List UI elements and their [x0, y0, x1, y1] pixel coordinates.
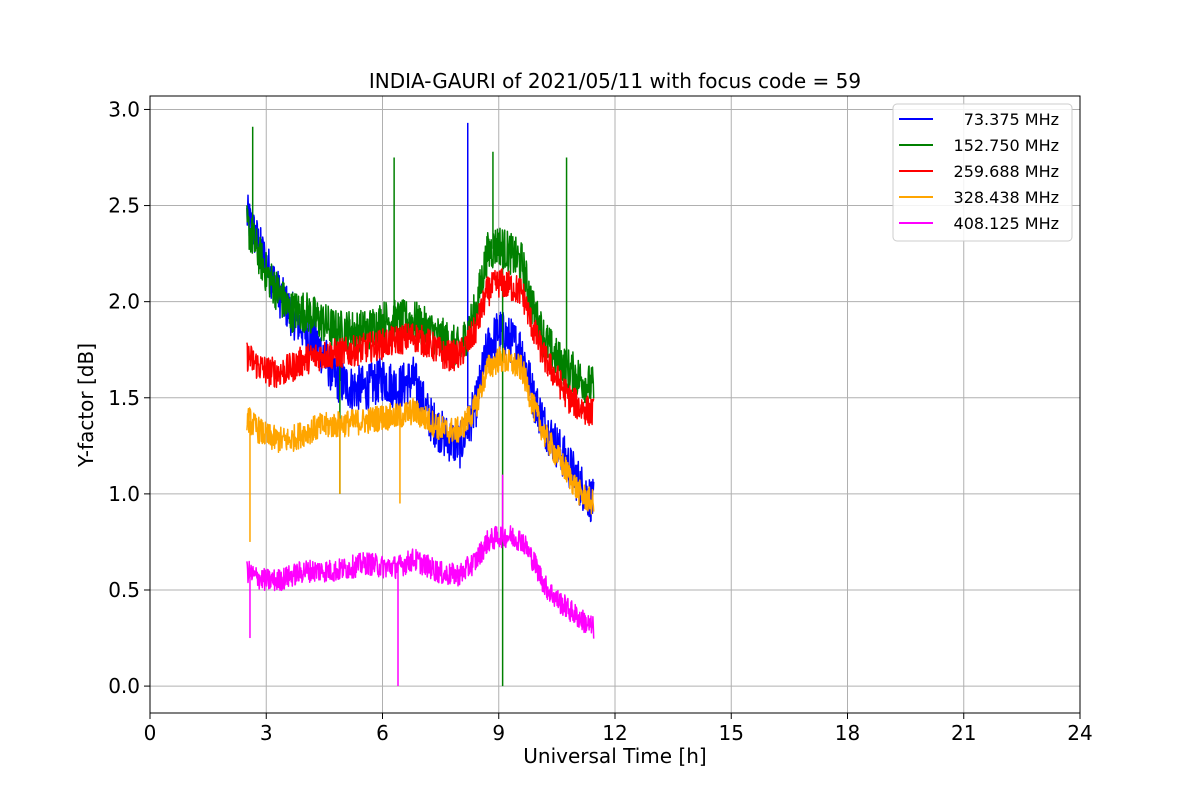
legend-label: 408.125 MHz: [954, 214, 1059, 233]
x-tick-label: 12: [602, 721, 627, 745]
y-tick-label: 2.0: [108, 290, 140, 314]
series-408-125-MHz: [246, 474, 595, 687]
y-tick-label: 0.5: [108, 578, 140, 602]
series-line: [246, 268, 595, 427]
x-tick-label: 6: [376, 721, 389, 745]
legend: 73.375 MHz 152.750 MHz 259.688 MHz 328.438 …: [892, 103, 1073, 242]
y-tick-label: 2.5: [108, 194, 140, 218]
series-328-438-MHz: [246, 346, 595, 542]
series-259-688-MHz: [246, 268, 595, 427]
y-axis-label: Y-factor [dB]: [74, 343, 98, 468]
x-tick-label: 18: [835, 721, 860, 745]
y-tick-label: 0.0: [108, 674, 140, 698]
series-line: [246, 523, 595, 639]
series-layer: [246, 122, 595, 687]
x-tick-label: 3: [260, 721, 273, 745]
legend-frame: [892, 103, 1073, 242]
x-axis: 0 3 6 9 12 15 18 21 24: [144, 713, 1093, 745]
series-line: [246, 205, 595, 405]
y-tick-label: 1.5: [108, 386, 140, 410]
legend-label: 328.438 MHz: [954, 188, 1059, 207]
x-tick-label: 9: [492, 721, 505, 745]
x-tick-label: 21: [951, 721, 976, 745]
x-tick-label: 15: [719, 721, 744, 745]
y-tick-label: 3.0: [108, 97, 140, 121]
legend-label: 152.750 MHz: [954, 136, 1059, 155]
x-axis-label: Universal Time [h]: [523, 744, 706, 768]
series-line: [246, 346, 595, 515]
legend-label: 73.375 MHz: [964, 110, 1059, 129]
y-axis: 0.0 0.5 1.0 1.5 2.0 2.5 3.0: [108, 97, 150, 698]
legend-label: 259.688 MHz: [954, 162, 1059, 181]
x-tick-label: 0: [144, 721, 157, 745]
y-tick-label: 1.0: [108, 482, 140, 506]
x-tick-label: 24: [1067, 721, 1092, 745]
chart-title: INDIA-GAURI of 2021/05/11 with focus cod…: [369, 69, 861, 93]
